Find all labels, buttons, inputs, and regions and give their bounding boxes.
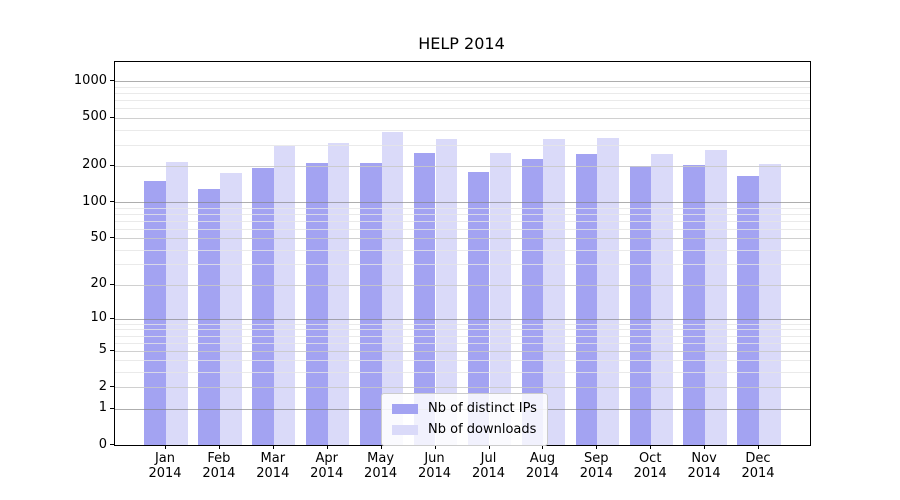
y-tick-mark-200 (110, 164, 114, 166)
y-tick-mark-2 (110, 386, 114, 388)
x-tick-label-jun: Jun 2014 (417, 451, 452, 481)
x-tick-mark-sep (596, 445, 598, 449)
y-tick-mark-5 (110, 349, 114, 351)
bar-distinct-ips-7 (467, 172, 490, 445)
bar-distinct-ips-3 (252, 168, 274, 445)
bar-distinct-ips-1 (144, 180, 166, 445)
bar-distinct-ips-12 (737, 175, 759, 445)
y-tick-label-20: 20 (90, 276, 107, 292)
x-tick-label-mar: Mar 2014 (256, 451, 290, 481)
bar-downloads-1 (166, 162, 188, 445)
x-tick-mark-mar (272, 445, 274, 449)
bar-downloads-9 (597, 137, 619, 445)
bar-downloads-6 (435, 138, 458, 445)
y-tick-label-5: 5 (98, 342, 107, 358)
bar-distinct-ips-10 (629, 166, 652, 445)
y-tick-mark-1000 (110, 80, 114, 82)
x-tick-mark-apr (326, 445, 328, 449)
bar-downloads-4 (327, 143, 350, 445)
legend-label-distinct-ips: Nb of distinct IPs (428, 401, 537, 416)
gridline-minor-600 (115, 108, 810, 110)
x-tick-label-feb: Feb 2014 (202, 451, 236, 481)
bar-downloads-12 (759, 163, 781, 445)
bar-downloads-10 (651, 153, 673, 445)
legend-swatch-downloads (392, 424, 418, 435)
gridline-minor-700 (115, 100, 810, 102)
bar-downloads-8 (543, 139, 566, 445)
x-tick-label-jul: Jul 2014 (471, 451, 506, 481)
x-tick-label-aug: Aug 2014 (525, 451, 559, 481)
x-tick-label-oct: Oct 2014 (633, 451, 667, 481)
gridline-minor-900 (115, 86, 810, 88)
bar-downloads-11 (705, 149, 727, 445)
bar-distinct-ips-6 (413, 152, 436, 445)
gridline-minor-400 (115, 129, 810, 131)
x-tick-label-may: May 2014 (364, 451, 398, 481)
x-tick-mark-aug (542, 445, 544, 449)
x-tick-mark-jun (434, 445, 436, 449)
y-tick-label-500: 500 (82, 109, 107, 125)
gridline-minor-800 (115, 93, 810, 95)
bar-downloads-3 (273, 145, 296, 445)
y-tick-mark-50 (110, 237, 114, 238)
y-tick-label-1: 1 (98, 400, 107, 415)
x-tick-mark-may (380, 445, 382, 449)
gridline-minor-300 (115, 144, 810, 146)
bar-distinct-ips-8 (521, 158, 544, 445)
plot-area: Nb of distinct IPs Nb of downloads (114, 61, 811, 446)
y-tick-mark-20 (110, 283, 114, 285)
x-tick-label-jan: Jan 2014 (148, 451, 182, 481)
chart-title: HELP 2014 (418, 34, 505, 53)
legend: Nb of distinct IPs Nb of downloads (381, 393, 548, 446)
legend-label-downloads: Nb of downloads (428, 422, 537, 437)
bar-distinct-ips-9 (575, 154, 598, 445)
x-tick-label-sep: Sep 2014 (579, 451, 613, 481)
y-tick-label-50: 50 (90, 229, 107, 245)
x-tick-mark-dec (758, 445, 759, 449)
x-tick-mark-oct (650, 445, 652, 449)
x-tick-mark-feb (218, 445, 220, 449)
x-tick-mark-nov (704, 445, 706, 449)
y-tick-mark-100 (110, 201, 114, 203)
bar-distinct-ips-2 (198, 189, 220, 445)
y-tick-label-10: 10 (90, 310, 107, 326)
bar-distinct-ips-11 (683, 164, 706, 445)
bar-downloads-5 (381, 132, 404, 445)
y-tick-label-2: 2 (98, 378, 107, 394)
x-tick-label-nov: Nov 2014 (687, 451, 721, 481)
x-tick-mark-jul (488, 445, 490, 449)
legend-swatch-distinct-ips (392, 403, 418, 414)
x-tick-mark-jan (165, 445, 166, 449)
gridline-500 (115, 117, 810, 119)
y-tick-mark-1 (110, 407, 114, 409)
y-tick-mark-10 (110, 317, 114, 319)
legend-item-downloads: Nb of downloads (392, 422, 537, 437)
bar-distinct-ips-4 (306, 162, 328, 445)
y-tick-mark-0 (110, 444, 114, 445)
y-tick-label-0: 0 (98, 436, 107, 452)
x-tick-label-apr: Apr 2014 (310, 451, 344, 481)
legend-item-distinct-ips: Nb of distinct IPs (392, 401, 537, 416)
gridline-1000 (115, 81, 810, 83)
y-tick-label-1000: 1000 (73, 72, 107, 88)
y-tick-mark-500 (110, 116, 114, 118)
bar-distinct-ips-5 (359, 162, 382, 445)
y-tick-label-100: 100 (82, 193, 107, 209)
bar-downloads-2 (219, 173, 242, 445)
x-tick-label-dec: Dec 2014 (741, 451, 775, 481)
y-tick-label-200: 200 (82, 157, 107, 173)
